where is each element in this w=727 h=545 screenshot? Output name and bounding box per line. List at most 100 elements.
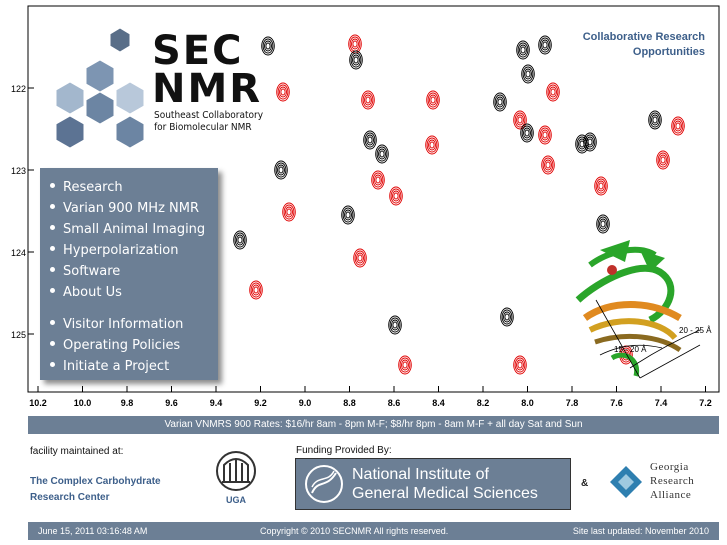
nav-item-visitor-information[interactable]: Visitor Information [50,317,183,333]
contour-peak [379,150,385,158]
contour-peak [649,112,661,128]
contour-peak [660,156,666,164]
bullet-icon [50,225,55,230]
contour-peak [542,41,548,49]
rates-bar: Varian VNMRS 900 Rates: $16/hr 8am - 8pm… [28,416,719,434]
contour-peak [364,132,376,148]
nav-label: Varian 900 MHz NMR [63,201,200,216]
contour-peak [389,317,401,333]
contour-peak [524,68,532,80]
contour-peak [550,88,556,96]
collaborative-research-link[interactable]: Collaborative Research Opportunities [583,30,705,60]
nav-item-small-animal-imaging[interactable]: Small Animal Imaging [50,222,205,238]
x-tick-label: 10.2 [29,398,47,408]
contour-peak [538,125,552,145]
nav-item-varian-900[interactable]: Varian 900 MHz NMR [50,201,199,217]
bullet-icon [50,320,55,325]
contour-peak [429,141,435,149]
bullet-icon [50,204,55,209]
contour-peak [546,82,560,102]
contour-peak [399,357,411,373]
contour-peak [361,90,375,110]
x-tick-label: 7.2 [699,398,712,408]
nigms-line1: National Institute of [352,466,489,483]
nav-item-operating-policies[interactable]: Operating Policies [50,338,180,354]
uga-arch-icon [216,451,256,491]
contour-peak [675,122,681,130]
collab-line1: Collaborative Research [582,31,705,43]
contour-peak [516,114,524,126]
uga-text: UGA [226,495,246,505]
x-tick-label: 7.4 [655,398,668,408]
contour-peak [277,84,289,100]
contour-peak [516,40,530,60]
contour-peak [398,355,412,375]
x-axis-ticks: 10.2 10.0 9.8 9.6 9.4 9.2 9.0 8.8 8.6 8.4 8.2 8.0 7.… [29,386,712,408]
contour-peak [275,162,287,178]
footer-copyright: Copyright © 2010 SECNMR All rights reser… [260,526,449,536]
contour-peak [651,114,659,126]
logo-subtitle-line1: Southeast Collaboratory [154,110,264,121]
ccrc-line2: Research Center [30,492,110,503]
nav-item-software[interactable]: Software [50,264,120,280]
nigms-line2: General Medical Sciences [352,485,538,502]
contour-peak [514,357,526,373]
contour-peak [352,40,358,48]
contour-peak [430,96,436,104]
contour-peak [599,218,607,230]
contour-peak [517,361,523,369]
contour-peak [277,164,285,176]
contour-peak [388,315,402,335]
contour-peak [496,96,504,108]
nigms-name: National Institute of General Medical Sc… [352,465,538,503]
funding-label: Funding Provided By: [296,445,392,456]
x-tick-label: 10.0 [74,398,92,408]
contour-peak [597,216,609,232]
nav-label: Hyperpolarization [63,243,179,258]
contour-peak [262,38,274,54]
contour-peak [513,110,527,130]
nigms-logo[interactable]: National Institute of General Medical Sc… [295,458,571,510]
contour-peak [519,44,527,56]
contour-peak [253,286,259,294]
contour-peak [252,284,260,296]
contour-peak [520,123,534,143]
contour-peak [501,309,513,325]
contour-peak [352,54,360,66]
nav-label: Software [63,264,121,279]
logo-sec-text: SEC [152,28,244,74]
nav-item-research[interactable]: Research [50,180,123,196]
x-tick-label: 9.8 [121,398,134,408]
contour-peak [493,92,507,112]
contour-peak [362,92,374,108]
contour-peak [363,130,377,150]
contour-peak [522,66,534,82]
nav-item-initiate-project[interactable]: Initiate a Project [50,359,169,375]
hexagon-logo-icon [55,28,145,149]
contour-peak [375,176,381,184]
contour-peak [539,37,551,53]
georgia-research-alliance-logo[interactable]: Georgia Research Alliance [606,458,722,506]
nav-item-about-us[interactable]: About Us [50,285,122,301]
contour-peak [596,214,610,234]
contour-peak [375,144,389,164]
ccrc-link[interactable]: The Complex Carbohydrate Research Center [30,474,161,506]
logo-nmr-text: NMR [152,66,263,112]
gra-name: Georgia Research Alliance [650,460,694,502]
contour-peak [648,110,662,130]
contour-peak [276,82,290,102]
contour-peak [391,319,399,331]
contour-peak [426,137,438,153]
secnmr-logo[interactable]: SEC NMR Southeast Collaboratory for Biom… [44,28,284,158]
main-nav: Research Varian 900 MHz NMR Small Animal… [40,168,218,380]
contour-peak [236,234,244,246]
x-tick-label: 9.4 [210,398,223,408]
contour-peak [365,96,371,104]
nav-item-hyperpolarization[interactable]: Hyperpolarization [50,243,179,259]
uga-logo[interactable]: UGA [214,449,258,509]
contour-peak [233,230,247,250]
contour-peak [342,207,354,223]
footer-date: June 15, 2011 03:16:48 AM [38,526,148,536]
contour-peak [348,34,362,54]
